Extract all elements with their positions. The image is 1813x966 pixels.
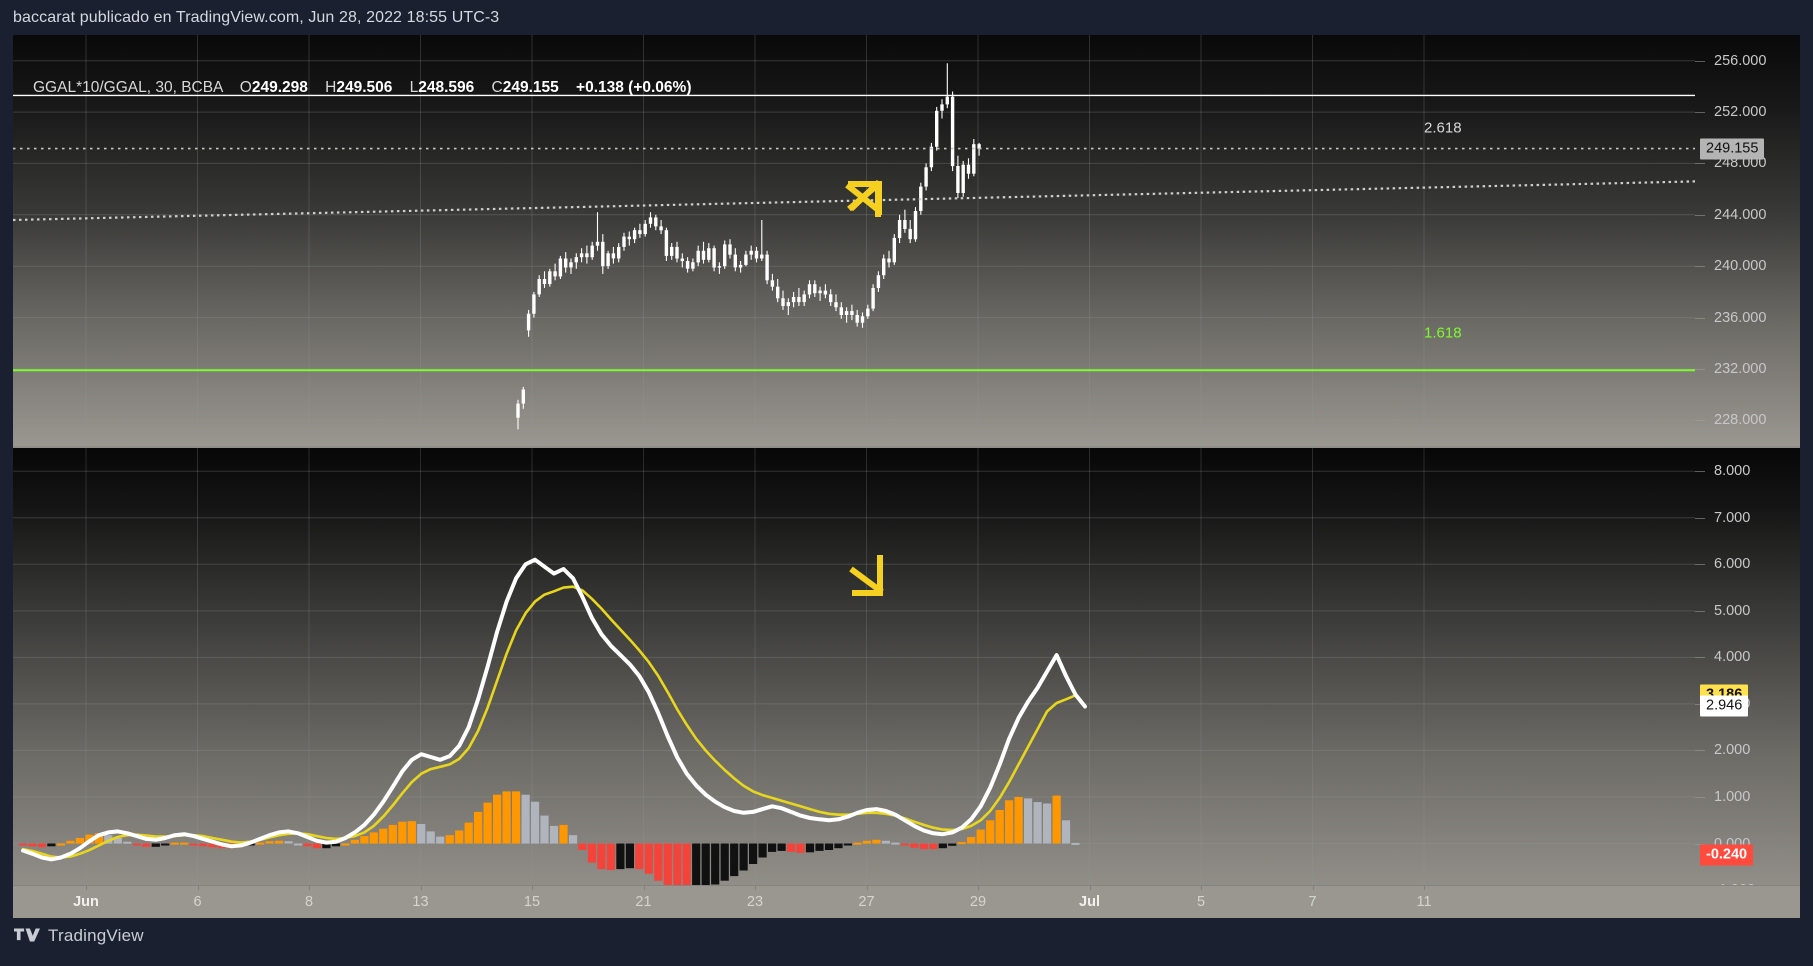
arrow-up-right-icon[interactable] bbox=[841, 175, 901, 235]
time-axis-label: 27 bbox=[858, 894, 875, 910]
macd-line-badge[interactable]: 2.946 bbox=[1700, 695, 1749, 717]
time-axis-tick bbox=[978, 886, 979, 890]
macd-axis-tick bbox=[1695, 564, 1705, 566]
time-axis-label: 8 bbox=[304, 894, 314, 910]
macd-axis-tick bbox=[1695, 797, 1705, 798]
price-axis-tick bbox=[1695, 368, 1705, 370]
price-axis-label: 232.000 bbox=[1714, 360, 1767, 377]
macd-axis-label: 5.000 bbox=[1714, 602, 1751, 619]
footer: TradingView bbox=[0, 918, 1813, 966]
macd-axis-label: 6.000 bbox=[1714, 556, 1751, 573]
time-axis-tick bbox=[1424, 886, 1425, 890]
time-axis-label: 21 bbox=[635, 894, 652, 910]
last-price-badge[interactable]: 249.155 bbox=[1700, 138, 1765, 160]
time-axis-label: 5 bbox=[1196, 894, 1206, 910]
time-axis-tick bbox=[866, 886, 868, 890]
time-axis-tick bbox=[755, 886, 756, 890]
macd-axis-tick bbox=[1695, 657, 1705, 659]
time-axis-label: 23 bbox=[746, 894, 764, 910]
price-axis-tick bbox=[1695, 112, 1705, 114]
tradingview-logo[interactable]: TradingView bbox=[14, 926, 144, 946]
time-axis-label: 15 bbox=[523, 894, 541, 910]
price-plot-area[interactable] bbox=[13, 35, 1695, 446]
time-axis-label: Jul bbox=[1079, 894, 1100, 910]
price-axis-tick bbox=[1695, 163, 1705, 165]
macd-axis[interactable]: 8.0007.0006.0005.0004.0003.0002.0001.000… bbox=[1695, 448, 1800, 918]
time-axis-label: 6 bbox=[193, 894, 202, 910]
time-axis-label: 11 bbox=[1416, 894, 1432, 910]
price-axis-label: 256.000 bbox=[1714, 52, 1767, 69]
macd-axis-label: 8.000 bbox=[1714, 463, 1751, 480]
time-axis-tick bbox=[1089, 886, 1091, 890]
time-axis-tick bbox=[309, 886, 310, 890]
fib-label-1618[interactable]: 1.618 bbox=[1424, 324, 1462, 342]
macd-chart-svg bbox=[13, 448, 1695, 918]
price-axis-label: 248.000 bbox=[1714, 155, 1767, 172]
price-axis-tick bbox=[1695, 266, 1705, 268]
price-axis-label: 244.000 bbox=[1714, 206, 1767, 223]
time-axis-label: Jun bbox=[73, 894, 99, 910]
macd-axis-label: 1.000 bbox=[1714, 789, 1751, 805]
time-axis-tick bbox=[643, 886, 645, 890]
tradingview-logo-icon bbox=[14, 928, 40, 942]
time-axis-tick bbox=[197, 886, 199, 890]
macd-axis-label: 2.000 bbox=[1714, 742, 1751, 759]
arrow-down-right-icon[interactable] bbox=[839, 547, 899, 607]
price-axis-label: 228.000 bbox=[1714, 412, 1767, 429]
macd-axis-tick bbox=[1695, 517, 1705, 519]
pane-separator[interactable] bbox=[13, 446, 1800, 448]
price-axis-tick bbox=[1695, 317, 1705, 319]
price-axis-tick bbox=[1695, 420, 1705, 422]
macd-axis-label: 4.000 bbox=[1714, 649, 1751, 666]
time-axis-tick bbox=[420, 886, 422, 890]
macd-axis-tick bbox=[1695, 471, 1705, 473]
price-axis-label: 252.000 bbox=[1714, 104, 1767, 121]
macd-plot-area[interactable] bbox=[13, 448, 1695, 918]
time-axis-label: 29 bbox=[969, 894, 987, 910]
fib-label-2618[interactable]: 2.618 bbox=[1424, 119, 1462, 137]
price-axis-tick bbox=[1695, 214, 1705, 216]
time-axis-tick bbox=[86, 886, 87, 890]
price-axis-tick bbox=[1695, 60, 1705, 62]
macd-pane[interactable]: 8.0007.0006.0005.0004.0003.0002.0001.000… bbox=[13, 448, 1800, 918]
time-axis-tick bbox=[532, 886, 533, 890]
time-axis-tick bbox=[1201, 886, 1202, 890]
price-axis[interactable]: 256.000 252.000 248.000 244.000 240.000 236.0… bbox=[1695, 35, 1800, 446]
price-axis-label: 240.000 bbox=[1714, 258, 1767, 275]
macd-hist-badge[interactable]: -0.240 bbox=[1700, 844, 1754, 866]
price-axis-label: 236.000 bbox=[1714, 309, 1767, 326]
macd-axis-tick bbox=[1695, 610, 1705, 612]
time-axis-tick bbox=[1312, 886, 1314, 890]
time-axis-label: 13 bbox=[412, 894, 429, 910]
price-chart-svg bbox=[13, 35, 1695, 446]
price-pane[interactable]: 256.000 252.000 248.000 244.000 240.000 236.0… bbox=[13, 35, 1800, 446]
macd-axis-tick bbox=[1695, 843, 1705, 845]
attribution-bar: baccarat publicado en TradingView.com, J… bbox=[0, 0, 1813, 35]
macd-axis-tick bbox=[1695, 750, 1705, 752]
tradingview-brand-text: TradingView bbox=[48, 926, 144, 945]
chart-frame: 256.000 252.000 248.000 244.000 240.000 236.0… bbox=[13, 35, 1800, 918]
macd-axis-label: 7.000 bbox=[1714, 509, 1751, 526]
time-axis[interactable]: Jun 6 8 13 15 21 23 27 29 Jul 5 7 11 bbox=[13, 885, 1800, 919]
time-axis-label: 7 bbox=[1308, 894, 1317, 910]
